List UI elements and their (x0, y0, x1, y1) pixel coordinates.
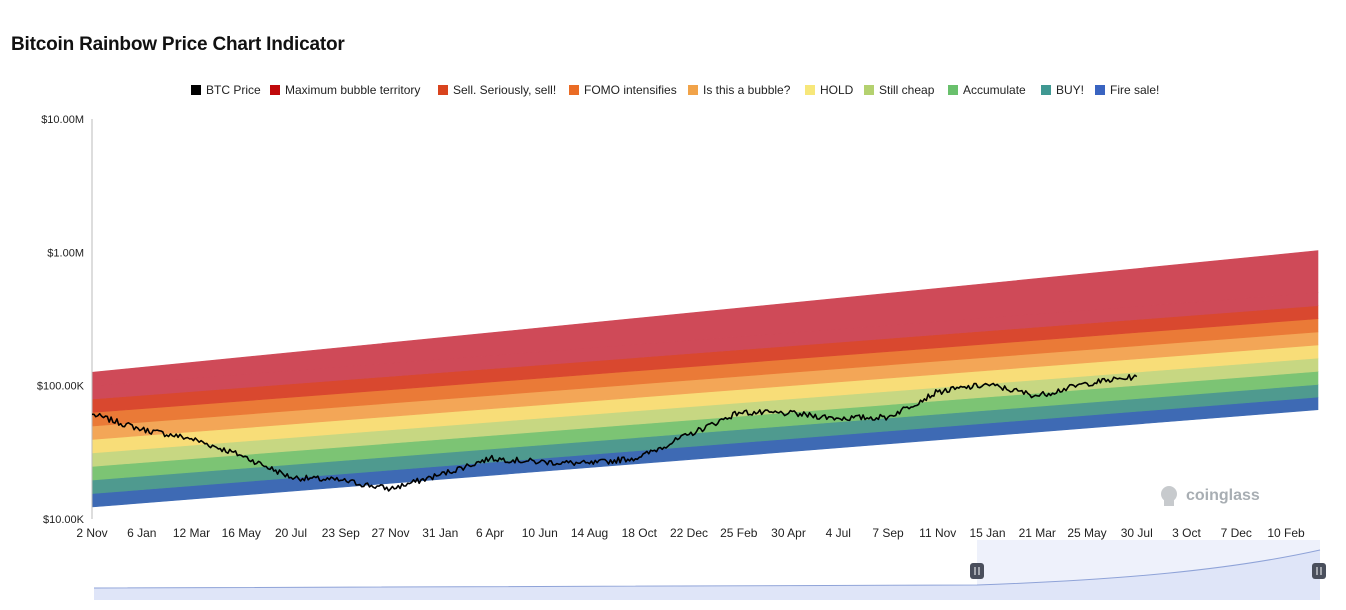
x-tick-label: 4 Jul (826, 526, 851, 540)
legend-label: Sell. Seriously, sell! (453, 83, 557, 97)
coinglass-logo-icon (1161, 486, 1177, 506)
navigator-area (94, 550, 1320, 600)
x-tick-label: 2 Nov (76, 526, 107, 540)
legend: BTC Price Maximum bubble territory Sell. S… (0, 83, 1346, 101)
x-tick-label: 15 Jan (969, 526, 1005, 540)
handle-body (1312, 563, 1326, 579)
legend-swatch (191, 85, 201, 95)
legend-item[interactable]: Fire sale! (1095, 83, 1159, 97)
legend-item[interactable]: BUY! (1041, 83, 1084, 97)
logo-shape (1164, 498, 1174, 506)
handle-body (970, 563, 984, 579)
x-tick-label: 30 Apr (771, 526, 806, 540)
legend-swatch (438, 85, 448, 95)
legend-label: BTC Price (206, 83, 261, 97)
legend-label: Maximum bubble territory (285, 83, 421, 97)
x-tick-label: 11 Nov (919, 526, 956, 540)
legend-item[interactable]: Sell. Seriously, sell! (438, 83, 556, 97)
legend-item[interactable]: Still cheap (864, 83, 934, 97)
x-tick-label: 10 Jun (522, 526, 558, 540)
x-tick-label: 7 Sep (872, 526, 904, 540)
x-tick-label: 14 Aug (571, 526, 608, 540)
y-tick-label: $10.00K (43, 514, 85, 526)
legend-label: BUY! (1056, 83, 1085, 97)
x-tick-label: 10 Feb (1267, 526, 1305, 540)
legend-swatch (1041, 85, 1051, 95)
navigator-handle[interactable] (970, 563, 984, 579)
legend-label: Still cheap (879, 83, 935, 97)
legend-swatch (1095, 85, 1105, 95)
x-tick-label: 22 Dec (670, 526, 708, 540)
x-tick-label: 18 Oct (622, 526, 658, 540)
x-tick-label: 25 May (1067, 526, 1106, 540)
legend-swatch (948, 85, 958, 95)
legend-label: FOMO intensifies (584, 83, 677, 97)
x-tick-label: 6 Jan (127, 526, 156, 540)
x-tick-label: 12 Mar (173, 526, 210, 540)
y-tick-label: $1.00M (47, 247, 84, 259)
y-tick-label: $100.00K (37, 381, 85, 393)
navigator-handle[interactable] (1312, 563, 1326, 579)
x-tick-label: 27 Nov (371, 526, 409, 540)
x-tick-label: 7 Dec (1221, 526, 1252, 540)
legend-item[interactable]: HOLD (805, 83, 853, 97)
x-tick-label: 20 Jul (275, 526, 307, 540)
x-tick-label: 23 Sep (322, 526, 360, 540)
legend-label: Fire sale! (1110, 83, 1160, 97)
legend-label: Is this a bubble? (703, 83, 791, 97)
y-tick-label: $10.00M (41, 114, 84, 126)
x-tick-label: 30 Jul (1121, 526, 1153, 540)
watermark-text: coinglass (1186, 487, 1260, 504)
x-tick-label: 21 Mar (1019, 526, 1056, 540)
chart-title: Bitcoin Rainbow Price Chart Indicator (11, 34, 345, 55)
x-tick-label: 16 May (222, 526, 261, 540)
legend-item[interactable]: FOMO intensifies (569, 83, 677, 97)
legend-item[interactable]: Accumulate (948, 83, 1026, 97)
range-navigator[interactable] (93, 540, 1326, 600)
x-tick-label: 25 Feb (720, 526, 758, 540)
legend-swatch (864, 85, 874, 95)
legend-item[interactable]: Is this a bubble? (688, 83, 790, 97)
legend-label: Accumulate (963, 83, 1026, 97)
legend-swatch (569, 85, 579, 95)
x-tick-label: 6 Apr (476, 526, 504, 540)
legend-item[interactable]: Maximum bubble territory (270, 83, 420, 97)
legend-swatch (270, 85, 280, 95)
x-tick-label: 31 Jan (422, 526, 458, 540)
legend-item[interactable]: BTC Price (191, 83, 261, 97)
legend-swatch (688, 85, 698, 95)
legend-swatch (805, 85, 815, 95)
btc-price-line (92, 373, 1138, 492)
legend-label: HOLD (820, 83, 854, 97)
navigator-line (93, 549, 1321, 589)
x-tick-label: 3 Oct (1172, 526, 1201, 540)
